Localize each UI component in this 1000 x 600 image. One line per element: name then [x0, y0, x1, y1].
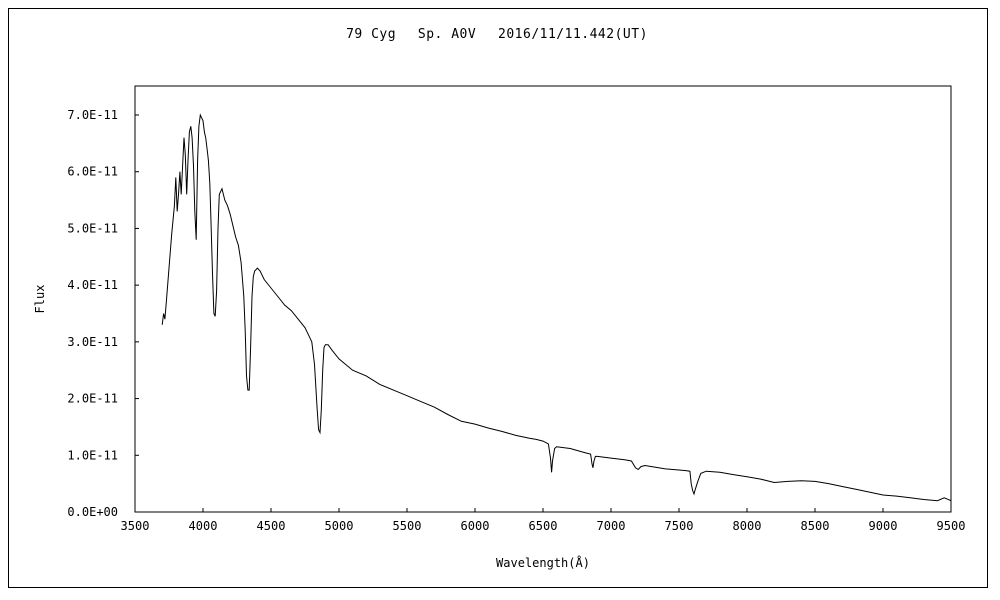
y-axis: 0.0E+00 1.0E-11 2.0E-11 3.0E-11 4.0E-11 5.0E-… [67, 108, 139, 519]
plot-area [134, 85, 952, 513]
x-tick-label: 4000 [189, 519, 218, 533]
y-tick-label: 3.0E-11 [67, 335, 118, 349]
chart-frame [8, 8, 988, 588]
x-tick-label: 5000 [325, 519, 354, 533]
x-tick-label: 8500 [801, 519, 830, 533]
y-tick-label: 6.0E-11 [67, 165, 118, 179]
spectrum-line [161, 113, 952, 502]
x-tick-label: 5500 [393, 519, 422, 533]
x-tick-label: 7500 [665, 519, 694, 533]
y-tick-label: 5.0E-11 [67, 221, 118, 235]
x-tick-label: 7000 [597, 519, 626, 533]
x-tick-label: 6500 [529, 519, 558, 533]
y-tick-label: 0.0E+00 [67, 505, 118, 519]
x-tick-label: 6000 [461, 519, 490, 533]
x-tick-label: 8000 [733, 519, 762, 533]
y-tick-label: 7.0E-11 [67, 108, 118, 122]
x-tick-label: 9000 [869, 519, 898, 533]
chart-title: 79 Cyg Sp. A0V 2016/11/11.442(UT) [346, 27, 648, 42]
x-axis-label: Wavelength(Å) [496, 555, 590, 570]
x-tick-label: 3500 [121, 519, 150, 533]
x-tick-label: 4500 [257, 519, 286, 533]
y-axis-label: Flux [33, 285, 47, 314]
y-tick-label: 4.0E-11 [67, 278, 118, 292]
x-tick-label: 9500 [937, 519, 966, 533]
x-axis: 3500 4000 4500 5000 5500 6000 6500 7000 7500 8000… [121, 508, 966, 533]
y-tick-label: 2.0E-11 [67, 392, 118, 406]
y-tick-label: 1.0E-11 [67, 448, 118, 462]
